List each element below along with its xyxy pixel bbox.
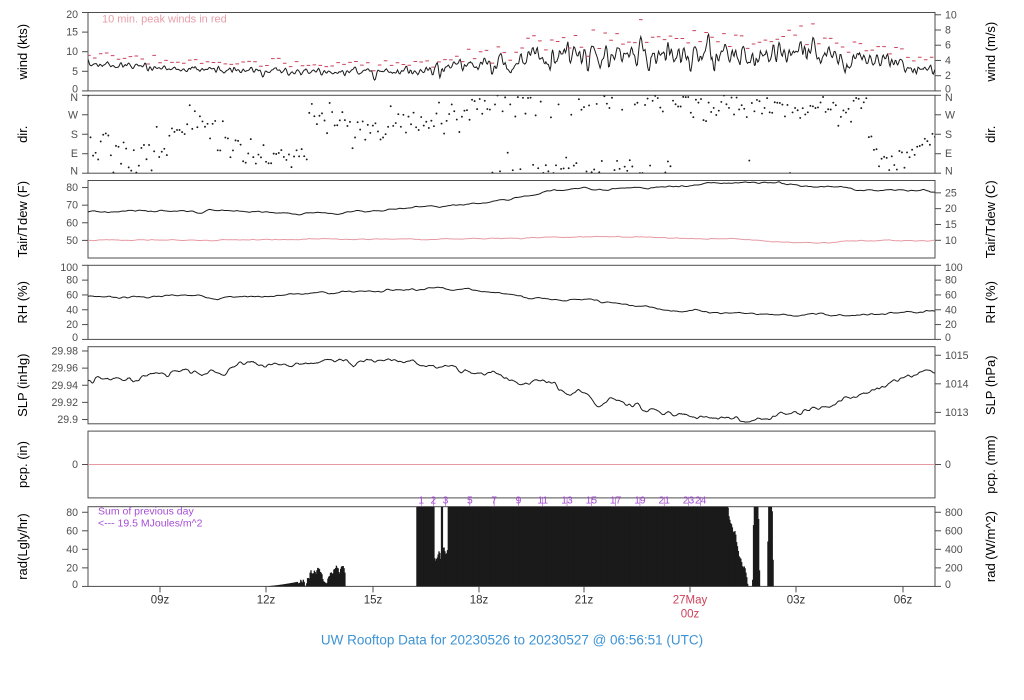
svg-text:6: 6 [945,40,951,52]
svg-text:29.92: 29.92 [51,397,78,409]
svg-text:50: 50 [66,235,78,247]
svg-text:N: N [70,166,78,178]
svg-text:15z: 15z [364,594,383,606]
svg-text:10 min. peak winds in red: 10 min. peak winds in red [102,14,227,26]
svg-text:12z: 12z [257,594,276,606]
svg-text:200: 200 [945,562,963,574]
svg-text:40: 40 [945,304,957,316]
svg-text:27May: 27May [673,594,708,606]
svg-text:dir.: dir. [983,126,998,143]
svg-text:5: 5 [72,66,78,78]
svg-text:E: E [945,148,952,160]
svg-text:80: 80 [66,182,78,194]
svg-text:20: 20 [945,319,957,331]
svg-text:10: 10 [66,46,78,58]
svg-text:SLP (inHg): SLP (inHg) [15,354,30,417]
svg-text:E: E [71,148,78,160]
svg-text:S: S [945,129,952,141]
svg-text:0: 0 [945,332,951,344]
svg-text:60: 60 [945,289,957,301]
svg-text:10: 10 [945,9,957,21]
svg-text:N: N [70,92,78,104]
svg-text:29.96: 29.96 [51,363,78,375]
svg-text:29.98: 29.98 [51,345,78,357]
svg-text:400: 400 [945,544,963,556]
svg-text:0: 0 [945,459,951,471]
svg-text:pcp. (in): pcp. (in) [15,441,30,488]
svg-text:Sum of previous day: Sum of previous day [98,506,194,518]
svg-text:rad (W/m^2): rad (W/m^2) [983,511,998,582]
svg-text:W: W [68,109,78,121]
svg-text:60: 60 [66,217,78,229]
svg-text:UW Rooftop Data for 20230526: UW Rooftop Data for 20230526 to 20230527… [321,632,703,647]
svg-text:80: 80 [66,275,78,287]
svg-text:18z: 18z [470,594,489,606]
svg-text:70: 70 [66,200,78,212]
svg-text:15: 15 [66,27,78,39]
svg-text:29.94: 29.94 [51,380,78,392]
svg-text:8: 8 [945,25,951,37]
svg-text:0: 0 [72,332,78,344]
svg-text:wind (m/s): wind (m/s) [983,22,998,83]
svg-text:N: N [945,92,953,104]
svg-text:03z: 03z [787,594,806,606]
svg-text:60: 60 [66,289,78,301]
svg-text:80: 80 [66,507,78,519]
svg-text:pcp. (mm): pcp. (mm) [983,435,998,494]
svg-text:40: 40 [66,544,78,556]
svg-text:20: 20 [66,319,78,331]
svg-text:N: N [945,166,953,178]
svg-text:80: 80 [945,275,957,287]
svg-text:4: 4 [945,55,951,67]
svg-text:600: 600 [945,525,963,537]
svg-text:06z: 06z [894,594,913,606]
svg-text:1014: 1014 [945,378,969,390]
svg-text:60: 60 [66,525,78,537]
svg-text:0: 0 [72,579,78,591]
svg-text:SLP (hPa): SLP (hPa) [983,355,998,415]
svg-text:29.9: 29.9 [57,414,78,426]
svg-text:RH (%): RH (%) [983,281,998,324]
svg-text:1013: 1013 [945,407,969,419]
svg-text:0: 0 [72,459,78,471]
svg-text:W: W [945,109,955,121]
svg-text:Tair/Tdew (C): Tair/Tdew (C) [983,180,998,258]
svg-text:40: 40 [66,304,78,316]
svg-text:100: 100 [60,262,78,274]
svg-text:800: 800 [945,507,963,519]
svg-text:<--- 19.5 MJoules/m^2: <--- 19.5 MJoules/m^2 [98,518,203,530]
svg-text:RH (%): RH (%) [15,281,30,324]
svg-text:20: 20 [66,562,78,574]
svg-text:S: S [71,129,78,141]
svg-text:21z: 21z [575,594,594,606]
svg-text:20: 20 [66,9,78,21]
svg-text:wind (kts): wind (kts) [15,24,30,81]
svg-text:2: 2 [945,70,951,82]
svg-text:100: 100 [945,262,963,274]
svg-text:10: 10 [945,235,957,247]
svg-text:rad(Lgly/hr): rad(Lgly/hr) [15,513,30,579]
svg-text:0: 0 [945,579,951,591]
svg-text:1015: 1015 [945,350,969,362]
svg-text:25: 25 [945,187,957,199]
svg-text:15: 15 [945,219,957,231]
svg-text:00z: 00z [681,608,700,620]
svg-text:Tair/Tdew (F): Tair/Tdew (F) [15,181,30,258]
svg-text:20: 20 [945,203,957,215]
svg-text:09z: 09z [151,594,170,606]
svg-text:dir.: dir. [15,126,30,143]
